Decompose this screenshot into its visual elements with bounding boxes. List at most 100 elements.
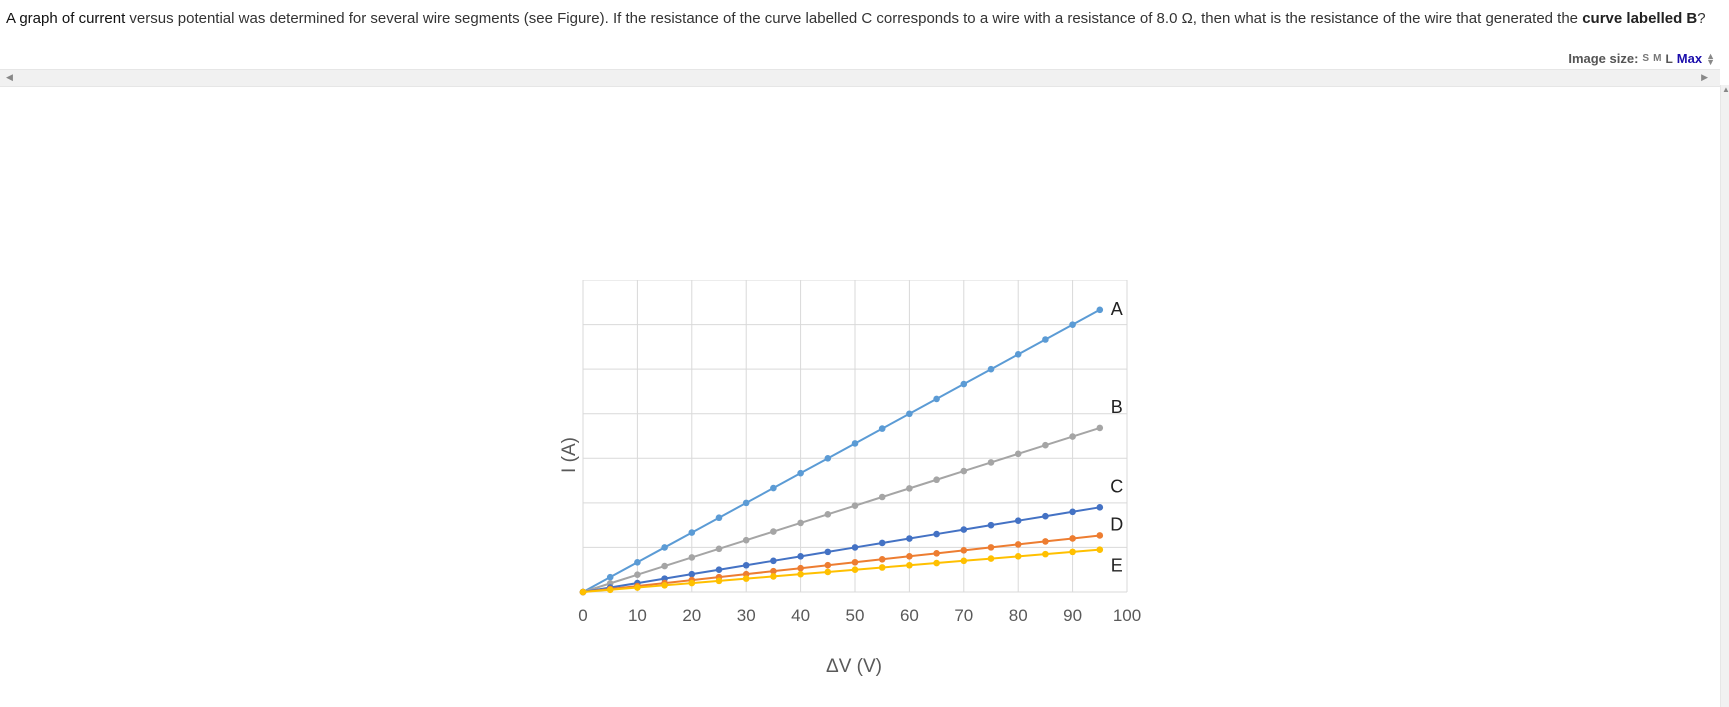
series-point-e bbox=[1096, 546, 1104, 553]
series-point-a bbox=[606, 573, 614, 581]
series-point-c bbox=[824, 548, 832, 556]
question-keyword-curve-b: curve labelled B bbox=[1582, 10, 1698, 27]
series-point-e bbox=[1069, 548, 1076, 556]
series-point-b bbox=[742, 536, 750, 544]
series-point-c bbox=[1014, 517, 1022, 524]
series-point-e bbox=[878, 564, 886, 571]
series-point-b bbox=[661, 562, 668, 570]
series-point-a bbox=[797, 469, 804, 477]
series-point-e bbox=[1042, 550, 1049, 558]
scroll-up-icon[interactable]: ▲ bbox=[1722, 85, 1729, 94]
question-part-5: ? bbox=[1697, 10, 1706, 27]
series-point-d bbox=[1069, 535, 1076, 542]
series-point-c bbox=[688, 570, 696, 578]
series-point-e bbox=[770, 573, 777, 580]
series-point-d bbox=[1014, 541, 1022, 548]
horizontal-scrollbar[interactable]: ◀ ▶ bbox=[0, 69, 1720, 87]
series-line-a bbox=[582, 308, 1101, 593]
series-line-d bbox=[582, 534, 1100, 593]
series-point-b bbox=[1069, 433, 1076, 440]
x-tick-label: 90 bbox=[1063, 606, 1082, 625]
image-size-l-button[interactable]: L bbox=[1665, 51, 1673, 66]
series-line-e bbox=[582, 548, 1100, 593]
series-point-d bbox=[933, 550, 940, 557]
series-point-b bbox=[1042, 441, 1049, 449]
series-point-a bbox=[661, 544, 668, 551]
series-point-b bbox=[1096, 424, 1104, 432]
series-point-a bbox=[960, 380, 968, 388]
series-point-a bbox=[1042, 336, 1049, 343]
series-point-c bbox=[1096, 504, 1104, 511]
image-size-s-button[interactable]: S bbox=[1642, 53, 1650, 64]
x-tick-label: 70 bbox=[954, 606, 973, 625]
series-label-c: C bbox=[1110, 476, 1123, 496]
series-point-d bbox=[797, 564, 804, 572]
series-point-e bbox=[634, 584, 641, 591]
x-tick-labels: 0 10 20 30 40 50 60 70 80 90 100 bbox=[578, 606, 1141, 625]
series-point-e bbox=[742, 575, 750, 582]
image-size-m-button[interactable]: M bbox=[1653, 53, 1662, 64]
series-point-e bbox=[661, 582, 668, 589]
series-point-e bbox=[579, 588, 587, 596]
series-point-e bbox=[824, 568, 832, 576]
series-point-a bbox=[715, 514, 723, 522]
series-point-e bbox=[960, 557, 968, 565]
image-size-label: Image size: bbox=[1568, 51, 1639, 66]
series-point-a bbox=[1069, 321, 1076, 328]
series-label-d: D bbox=[1110, 514, 1123, 534]
x-tick-label: 80 bbox=[1009, 606, 1028, 625]
series-point-c bbox=[797, 553, 804, 560]
series-label-a: A bbox=[1111, 299, 1123, 319]
series-point-c bbox=[987, 521, 995, 529]
x-tick-label: 30 bbox=[737, 606, 756, 625]
series-point-a bbox=[878, 425, 886, 432]
series-point-a bbox=[770, 484, 777, 492]
series-point-e bbox=[1014, 553, 1022, 560]
series-point-d bbox=[906, 552, 913, 560]
series-point-c bbox=[770, 557, 777, 565]
question-part-1: A graph of bbox=[6, 10, 79, 27]
vertical-scrollbar[interactable]: ▲ bbox=[1720, 85, 1729, 707]
series-point-e bbox=[851, 566, 859, 574]
x-tick-label: 0 bbox=[578, 606, 587, 625]
series-point-b bbox=[851, 502, 859, 509]
series-point-a bbox=[987, 365, 995, 373]
series-point-e bbox=[715, 577, 723, 585]
series-point-c bbox=[878, 539, 886, 547]
series-point-e bbox=[906, 561, 913, 569]
image-size-control: Image size: S M L Max ▲ ▼ bbox=[1568, 51, 1715, 66]
series-point-a bbox=[742, 499, 750, 507]
x-tick-label: 20 bbox=[682, 606, 701, 625]
series-point-c bbox=[960, 526, 968, 533]
x-axis-label: ΔV (V) bbox=[826, 656, 882, 677]
question-keyword-current: current bbox=[78, 10, 126, 27]
series-point-a bbox=[851, 440, 859, 447]
question-part-3: versus potential was determined for seve… bbox=[125, 10, 1583, 27]
series-line-b bbox=[582, 426, 1101, 593]
series-point-a bbox=[688, 529, 696, 536]
series-point-e bbox=[606, 586, 614, 594]
series-point-d bbox=[1042, 538, 1049, 545]
chart-series: A B CD E bbox=[579, 299, 1123, 596]
series-point-a bbox=[1096, 306, 1104, 314]
x-tick-label: 100 bbox=[1113, 606, 1141, 625]
series-point-d bbox=[770, 567, 777, 575]
scroll-left-icon[interactable]: ◀ bbox=[6, 72, 13, 82]
series-point-b bbox=[715, 545, 723, 553]
image-size-max-button[interactable]: Max bbox=[1676, 51, 1703, 66]
image-size-spinner-icon[interactable]: ▲ ▼ bbox=[1706, 50, 1715, 67]
series-line-c bbox=[582, 506, 1100, 593]
scroll-right-icon[interactable]: ▶ bbox=[1701, 72, 1708, 82]
series-point-b bbox=[906, 485, 913, 492]
series-point-b bbox=[797, 519, 804, 527]
chart-svg: A B CD E 0 10 20 30 40 50 60 70 80 90 100 ΔV (V) I (A… bbox=[559, 279, 1141, 677]
question-text: A graph of current versus potential was … bbox=[6, 8, 1726, 29]
series-point-c bbox=[742, 561, 750, 569]
series-point-c bbox=[1069, 508, 1076, 516]
series-point-d bbox=[987, 544, 995, 551]
series-label-e: E bbox=[1111, 556, 1123, 576]
series-point-e bbox=[933, 559, 940, 567]
series-point-c bbox=[906, 535, 913, 542]
series-point-c bbox=[933, 530, 940, 538]
